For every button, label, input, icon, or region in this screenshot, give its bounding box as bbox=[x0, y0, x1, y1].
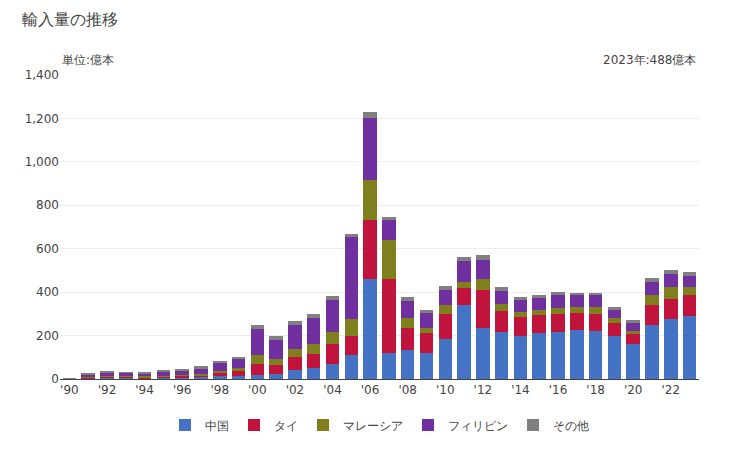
svg-text:400: 400 bbox=[36, 285, 59, 299]
svg-text:'22: '22 bbox=[662, 383, 681, 397]
svg-text:800: 800 bbox=[36, 198, 59, 212]
svg-text:タイ: タイ bbox=[274, 419, 298, 433]
svg-text:'02: '02 bbox=[286, 383, 305, 397]
svg-text:フィリピン: フィリピン bbox=[448, 419, 508, 433]
svg-text:単位:億本: 単位:億本 bbox=[62, 53, 114, 67]
svg-text:'08: '08 bbox=[398, 383, 417, 397]
svg-text:'90: '90 bbox=[60, 383, 79, 397]
svg-text:'96: '96 bbox=[173, 383, 192, 397]
svg-text:中国: 中国 bbox=[205, 419, 229, 433]
svg-text:200: 200 bbox=[36, 329, 59, 343]
svg-text:'16: '16 bbox=[549, 383, 568, 397]
svg-text:'98: '98 bbox=[210, 383, 229, 397]
svg-text:'10: '10 bbox=[436, 383, 455, 397]
svg-text:1,200: 1,200 bbox=[25, 112, 59, 126]
svg-text:1,000: 1,000 bbox=[25, 155, 59, 169]
svg-text:2023年:488億本: 2023年:488億本 bbox=[603, 53, 697, 67]
svg-text:'12: '12 bbox=[474, 383, 493, 397]
svg-text:'14: '14 bbox=[511, 383, 530, 397]
svg-text:'92: '92 bbox=[98, 383, 117, 397]
svg-text:1,400: 1,400 bbox=[25, 68, 59, 82]
svg-text:'20: '20 bbox=[624, 383, 643, 397]
svg-text:輸入量の推移: 輸入量の推移 bbox=[22, 10, 118, 29]
svg-text:'00: '00 bbox=[248, 383, 267, 397]
svg-text:'04: '04 bbox=[323, 383, 342, 397]
svg-text:0: 0 bbox=[51, 372, 59, 386]
svg-text:'18: '18 bbox=[586, 383, 605, 397]
svg-text:その他: その他 bbox=[553, 419, 589, 433]
svg-text:'94: '94 bbox=[135, 383, 154, 397]
svg-text:600: 600 bbox=[36, 242, 59, 256]
svg-text:'06: '06 bbox=[361, 383, 380, 397]
svg-text:マレーシア: マレーシア bbox=[343, 419, 403, 433]
